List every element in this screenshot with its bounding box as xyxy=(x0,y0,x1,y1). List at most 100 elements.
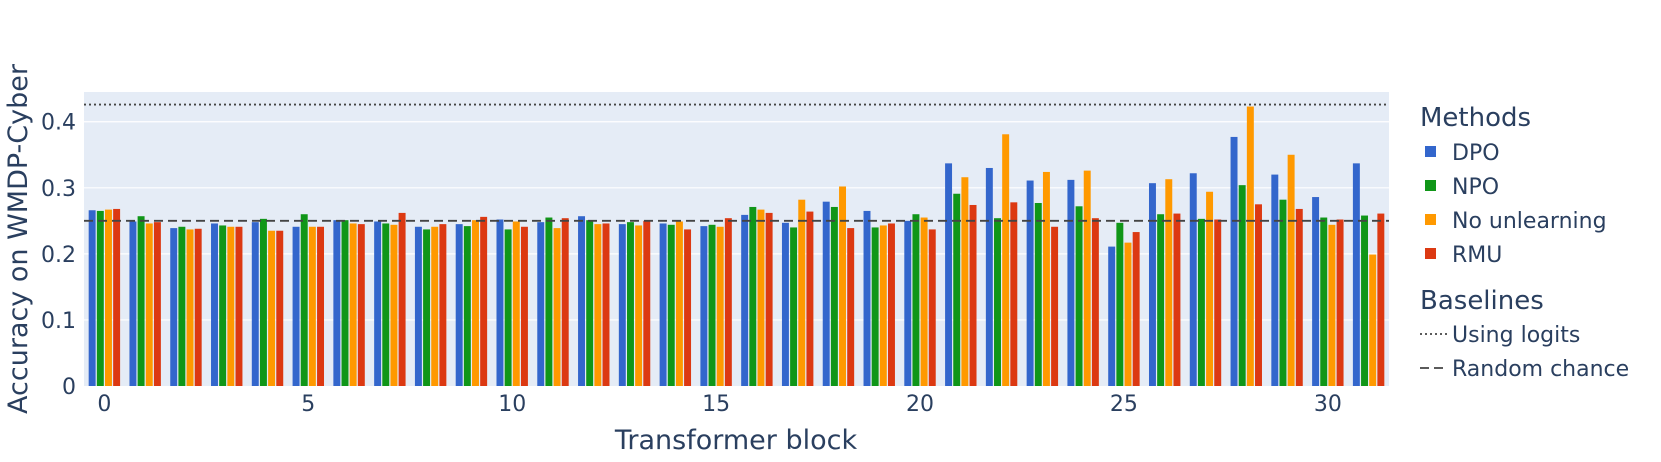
legend-entry: RMU xyxy=(1452,243,1502,268)
bar-npo xyxy=(137,216,145,386)
bar-dpo xyxy=(945,163,953,386)
bar-npo xyxy=(871,227,879,386)
bar-npo xyxy=(259,218,267,386)
bar-npo xyxy=(545,217,553,386)
legend-swatch xyxy=(1425,180,1436,191)
bar-npo xyxy=(1279,199,1287,386)
bar-npo xyxy=(912,214,920,386)
bar-no-unlearning xyxy=(716,226,724,386)
bar-dpo xyxy=(88,210,96,386)
bar-rmu xyxy=(398,212,406,386)
legend-swatch xyxy=(1425,214,1436,225)
legend-entry: No unlearning xyxy=(1452,209,1607,234)
bar-npo xyxy=(953,193,961,386)
legend-swatch xyxy=(1425,146,1436,157)
bar-npo xyxy=(667,224,675,386)
bar-dpo xyxy=(1189,173,1197,386)
bar-no-unlearning xyxy=(1083,170,1091,386)
bar-no-unlearning xyxy=(1369,254,1377,386)
bar-no-unlearning xyxy=(1002,134,1010,386)
bar-no-unlearning xyxy=(472,220,479,386)
bar-no-unlearning xyxy=(798,199,806,386)
bar-dpo xyxy=(1108,246,1116,386)
bar-npo xyxy=(382,223,390,386)
bar-rmu xyxy=(561,218,569,386)
bar-no-unlearning xyxy=(1287,154,1295,386)
bar-no-unlearning xyxy=(186,229,194,386)
bar-rmu xyxy=(1377,213,1385,386)
bar-npo xyxy=(96,210,104,386)
y-tick-label: 0 xyxy=(62,375,76,400)
bar-dpo xyxy=(211,223,218,386)
bar-dpo xyxy=(700,226,708,386)
y-axis-label: Accuracy on WMDP-Cyber xyxy=(3,63,34,414)
bar-no-unlearning xyxy=(675,221,683,386)
bar-rmu xyxy=(439,224,447,386)
bar-rmu xyxy=(724,218,732,386)
bar-rmu xyxy=(887,223,895,386)
bar-npo xyxy=(1034,202,1042,386)
y-tick-label: 0.2 xyxy=(41,243,76,268)
bar-npo xyxy=(1238,185,1246,386)
bar-rmu xyxy=(847,228,855,386)
bar-rmu xyxy=(194,228,202,386)
bar-no-unlearning xyxy=(1328,224,1336,386)
bar-npo xyxy=(1197,218,1205,386)
bar-npo xyxy=(1116,222,1124,386)
bar-rmu xyxy=(684,229,692,386)
bar-rmu xyxy=(1255,204,1262,386)
bar-dpo xyxy=(618,224,626,386)
bar-rmu xyxy=(520,226,528,386)
bar-rmu xyxy=(1091,218,1099,386)
legend-title-methods: Methods xyxy=(1420,103,1531,133)
x-tick-labels: 0 5 10 15 20 25 30 xyxy=(97,392,1341,417)
bar-no-unlearning xyxy=(104,209,112,386)
bar-dpo xyxy=(1026,180,1034,386)
bar-dpo xyxy=(374,221,382,386)
bar-dpo xyxy=(537,222,545,386)
bar-no-unlearning xyxy=(145,223,153,386)
bar-dpo xyxy=(496,219,504,386)
bar-rmu xyxy=(113,208,121,386)
bar-npo xyxy=(994,218,1001,386)
legend-swatch xyxy=(1425,248,1436,259)
legend-methods: DPO NPO No unlearning RMU xyxy=(1425,141,1607,268)
x-tick-label: 15 xyxy=(702,392,730,417)
bar-dpo xyxy=(333,220,341,386)
bar-dpo xyxy=(129,221,137,386)
bar-npo xyxy=(790,227,798,386)
x-tick-label: 20 xyxy=(906,392,934,417)
bar-rmu xyxy=(153,222,161,386)
bar-dpo xyxy=(659,223,667,386)
bar-npo xyxy=(300,214,308,386)
bar-no-unlearning xyxy=(308,226,316,386)
legend-entry: Random chance xyxy=(1452,357,1629,382)
bar-no-unlearning xyxy=(920,217,928,386)
bar-no-unlearning xyxy=(757,209,765,386)
bar-rmu xyxy=(235,226,243,386)
bar-rmu xyxy=(1214,219,1222,386)
bar-rmu xyxy=(276,230,284,386)
bar-dpo xyxy=(170,228,178,386)
bar-no-unlearning xyxy=(879,225,887,386)
bar-no-unlearning xyxy=(268,230,276,386)
bar-no-unlearning xyxy=(390,224,398,386)
x-tick-label: 10 xyxy=(498,392,526,417)
bar-dpo xyxy=(251,222,259,386)
bar-rmu xyxy=(1010,202,1018,386)
bar-no-unlearning xyxy=(1042,171,1050,386)
bar-npo xyxy=(626,222,634,386)
bar-rmu xyxy=(480,216,488,386)
bars xyxy=(88,106,1385,387)
legend: Methods DPO NPO No unlearning RMU Baselines… xyxy=(1420,103,1629,382)
x-axis-label: Transformer block xyxy=(614,425,858,456)
bar-no-unlearning xyxy=(635,225,643,386)
bar-npo xyxy=(1157,214,1165,386)
bar-no-unlearning xyxy=(1206,191,1214,386)
bar-no-unlearning xyxy=(1165,179,1173,386)
bar-no-unlearning xyxy=(1124,242,1132,386)
bar-dpo xyxy=(904,220,912,386)
bar-rmu xyxy=(1336,219,1344,386)
bar-dpo xyxy=(822,201,830,386)
